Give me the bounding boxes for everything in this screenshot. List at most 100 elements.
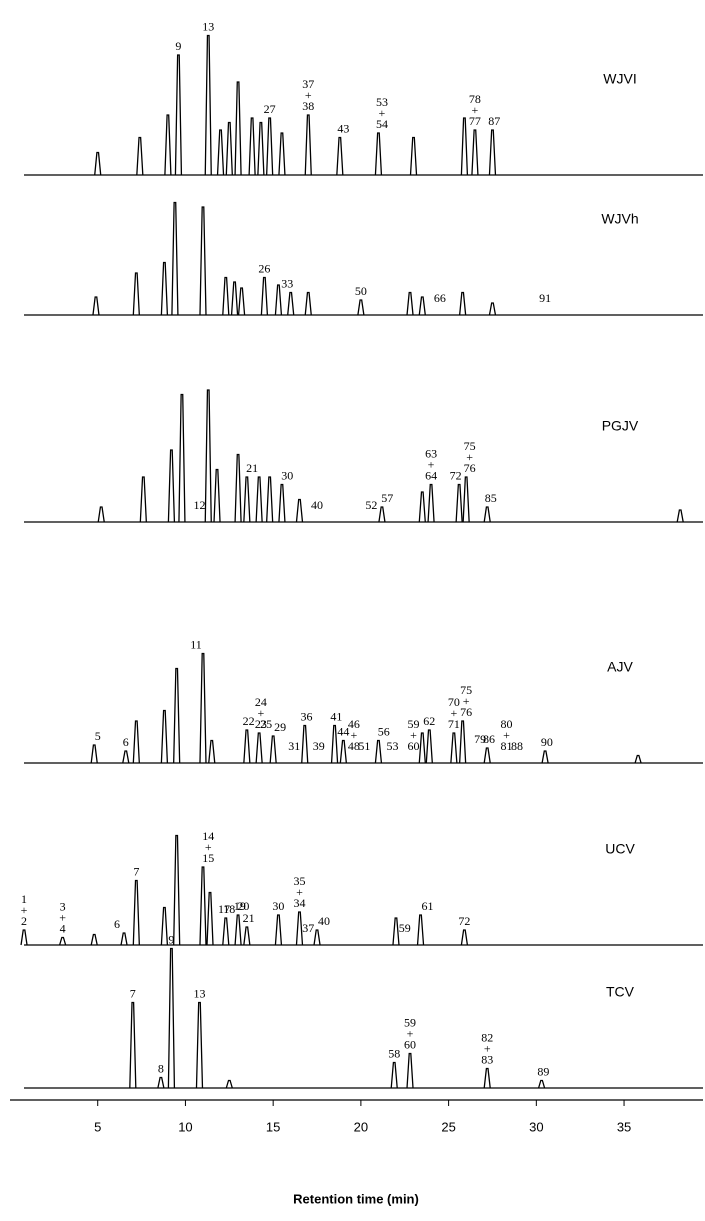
- peak-label: 59: [399, 921, 411, 935]
- peak: [199, 206, 207, 316]
- x-axis-label: Retention time (min): [293, 1191, 419, 1206]
- peak: [339, 739, 347, 764]
- panel-name: PGJV: [602, 418, 639, 434]
- peak: [222, 276, 230, 316]
- peak-label: 30: [272, 899, 284, 913]
- peak: [266, 117, 274, 176]
- peak: [458, 291, 467, 316]
- peak: [230, 281, 239, 316]
- peak: [90, 744, 98, 764]
- peak-label: 6: [114, 917, 120, 931]
- peak-label: 85: [485, 491, 497, 505]
- peak-label: 3: [60, 899, 66, 913]
- peak-label: 61: [422, 899, 434, 913]
- peak-label: 21: [246, 461, 258, 475]
- peak: [541, 750, 549, 764]
- peak-label: 41: [330, 709, 342, 723]
- peak-label: 75: [464, 439, 476, 453]
- peak-label: 7: [130, 986, 136, 1000]
- peak-label: 13: [193, 986, 205, 1000]
- x-tick-label: 25: [441, 1119, 455, 1134]
- peak-label: 31: [288, 739, 300, 753]
- peak-label: 88: [511, 739, 523, 753]
- peak: [418, 732, 426, 764]
- peak: [243, 926, 251, 946]
- peak: [132, 720, 140, 764]
- peak: [374, 132, 383, 176]
- peak: [287, 291, 295, 316]
- peak-label: 89: [537, 1064, 549, 1078]
- x-tick-label: 5: [94, 1119, 101, 1134]
- peak-label: 8: [158, 1061, 164, 1075]
- peak: [216, 129, 225, 176]
- peak-label: 36: [300, 709, 312, 723]
- peak: [129, 1001, 137, 1089]
- peak-label: +: [379, 106, 386, 120]
- peak-label: 18: [223, 902, 235, 916]
- peak-label: 35: [293, 874, 305, 888]
- peak-label: 60: [408, 739, 420, 753]
- peak-label: 83: [481, 1052, 493, 1066]
- peak: [157, 1076, 165, 1089]
- peak: [243, 729, 251, 764]
- peak-label: +: [305, 88, 312, 102]
- peak-label: 66: [434, 291, 446, 305]
- peak: [248, 117, 256, 176]
- peak-label: 11: [190, 637, 202, 651]
- peak: [278, 132, 286, 176]
- peak-label: 50: [355, 284, 367, 298]
- peak-label: 29: [274, 720, 286, 734]
- peak-label: +: [407, 1026, 414, 1040]
- peak: [132, 879, 140, 946]
- peak-label: 5: [95, 729, 101, 743]
- peak: [160, 261, 169, 316]
- peak: [357, 299, 365, 316]
- x-tick-label: 15: [266, 1119, 280, 1134]
- peak-label: 4: [60, 921, 66, 935]
- peak-label: 19: [234, 899, 246, 913]
- peak: [237, 287, 246, 316]
- peak-label: +: [484, 1041, 491, 1055]
- peak: [173, 834, 181, 946]
- panel-name: WJVI: [603, 71, 636, 87]
- peak: [195, 1001, 204, 1089]
- peak: [460, 929, 469, 946]
- peak-label: 24: [255, 695, 267, 709]
- panel-name: AJV: [607, 659, 633, 675]
- peak-label: 77: [469, 114, 481, 128]
- peak-label: 59: [404, 1015, 416, 1029]
- panel-name: UCV: [605, 841, 635, 857]
- peak: [234, 453, 242, 523]
- peak: [171, 201, 179, 316]
- peak-label: +: [503, 728, 510, 742]
- peak: [255, 732, 263, 764]
- peak: [173, 667, 181, 764]
- peak-label: 52: [365, 498, 377, 512]
- peak-label: 87: [488, 114, 500, 128]
- peak-label: 44: [337, 724, 349, 738]
- peak-label: 62: [423, 714, 435, 728]
- peak: [234, 914, 242, 946]
- peak: [488, 129, 497, 176]
- peak: [483, 747, 491, 764]
- peak-label: 37: [302, 77, 314, 91]
- peak: [257, 121, 265, 176]
- peak-label: +: [466, 450, 473, 464]
- peak-label: 15: [202, 851, 214, 865]
- peak-label: 7: [133, 864, 139, 878]
- peak: [206, 891, 214, 946]
- peak: [460, 117, 469, 176]
- peak: [94, 151, 102, 176]
- peak-label: +: [59, 910, 66, 924]
- peak: [204, 34, 212, 176]
- peak-label: 48: [348, 739, 360, 753]
- peak-label: +: [205, 840, 212, 854]
- peak: [20, 929, 28, 946]
- peak: [92, 296, 100, 316]
- peak-label: 75: [460, 683, 472, 697]
- peak: [336, 136, 344, 176]
- peak: [313, 929, 321, 946]
- peak: [471, 129, 479, 176]
- peak: [301, 724, 309, 764]
- peak: [295, 498, 304, 523]
